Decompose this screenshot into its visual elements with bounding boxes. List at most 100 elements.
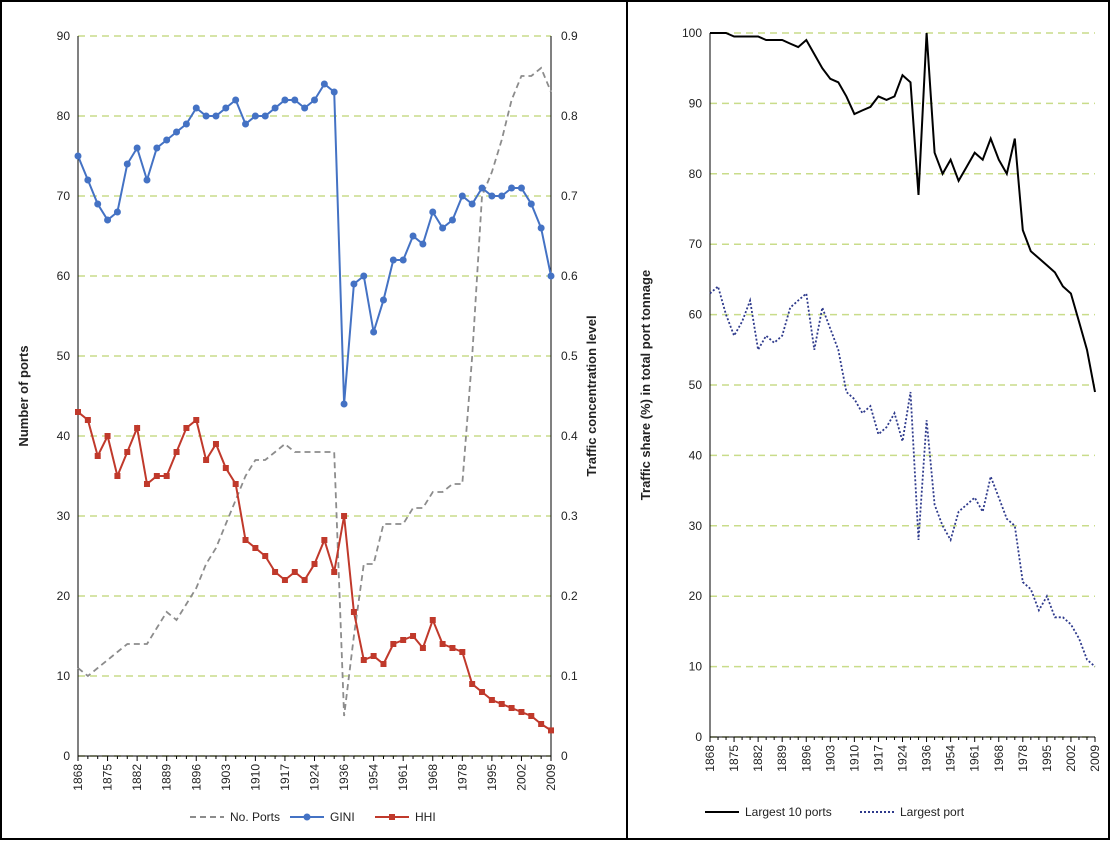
legend-label: GINI [330, 810, 355, 824]
point [232, 481, 239, 487]
point [488, 697, 495, 703]
point [389, 256, 397, 264]
y2-tick-label: 0 [561, 749, 568, 763]
point [419, 645, 426, 651]
point [409, 232, 417, 240]
point [143, 176, 151, 184]
point [517, 184, 525, 192]
point [163, 136, 171, 144]
x-tick-label: 1978 [1016, 745, 1030, 772]
y-tick-label: 40 [689, 448, 703, 462]
x-tick-label: 1961 [968, 745, 982, 772]
point [134, 425, 141, 431]
y2-tick-label: 0.5 [561, 349, 578, 363]
point [479, 689, 486, 695]
point [202, 112, 210, 120]
point [341, 513, 348, 519]
point [183, 425, 190, 431]
y-tick-label: 20 [57, 589, 71, 603]
x-tick-label: 1896 [189, 764, 203, 791]
point [271, 104, 279, 112]
point [291, 569, 298, 575]
point [212, 112, 220, 120]
point [242, 537, 249, 543]
point [301, 577, 308, 583]
point [527, 200, 535, 208]
point [291, 96, 299, 104]
y-axis-title: Number of ports [16, 345, 31, 446]
x-tick-label: 1924 [308, 764, 322, 791]
y2-tick-label: 0.2 [561, 589, 578, 603]
series-line [77, 66, 552, 717]
y-tick-label: 50 [57, 349, 71, 363]
y-tick-label: 60 [689, 308, 703, 322]
x-tick-label: 2009 [544, 764, 558, 791]
point [488, 192, 496, 200]
x-tick-label: 1961 [396, 764, 410, 791]
legend-label: No. Ports [230, 810, 280, 824]
y-tick-label: 100 [682, 26, 702, 40]
point [320, 80, 328, 88]
x-tick-label: 1882 [130, 764, 144, 791]
y-tick-label: 20 [689, 589, 703, 603]
y2-tick-label: 0.3 [561, 509, 578, 523]
point [114, 473, 121, 479]
y2-tick-label: 0.7 [561, 189, 578, 203]
point [528, 713, 535, 719]
y-tick-label: 30 [689, 519, 703, 533]
point [153, 473, 160, 479]
y-tick-label: 0 [695, 730, 702, 744]
legend-label: HHI [415, 810, 436, 824]
point [182, 120, 190, 128]
point [379, 296, 387, 304]
point [410, 633, 417, 639]
point [173, 449, 180, 455]
point [153, 144, 161, 152]
point [163, 473, 170, 479]
point [94, 200, 102, 208]
point [459, 649, 466, 655]
point [143, 481, 150, 487]
point [222, 104, 230, 112]
x-tick-label: 1868 [703, 745, 717, 772]
point [123, 160, 131, 168]
y-tick-label: 90 [689, 96, 703, 110]
point [242, 120, 250, 128]
x-tick-label: 1868 [71, 764, 85, 791]
x-tick-label: 2009 [1088, 745, 1102, 772]
x-tick-label: 1910 [847, 745, 861, 772]
point [547, 272, 555, 280]
point [468, 200, 476, 208]
point [133, 144, 141, 152]
x-tick-label: 1954 [944, 745, 958, 772]
point [94, 453, 101, 459]
y-tick-label: 50 [689, 378, 703, 392]
x-tick-label: 1910 [248, 764, 262, 791]
x-tick-label: 1896 [799, 745, 813, 772]
point [251, 112, 259, 120]
y-tick-label: 80 [57, 109, 71, 123]
point [281, 577, 288, 583]
point [340, 400, 348, 408]
point [350, 609, 357, 615]
x-tick-label: 1978 [455, 764, 469, 791]
x-tick-label: 1917 [278, 764, 292, 791]
x-tick-label: 1936 [920, 745, 934, 772]
y-tick-label: 80 [689, 167, 703, 181]
point [458, 192, 466, 200]
y2-tick-label: 0.1 [561, 669, 578, 683]
x-tick-label: 1875 [727, 745, 741, 772]
point [84, 176, 92, 184]
x-tick-label: 2002 [1064, 745, 1078, 772]
x-tick-label: 1924 [896, 745, 910, 772]
x-tick-label: 2002 [514, 764, 528, 791]
y-tick-label: 30 [57, 509, 71, 523]
point [212, 441, 219, 447]
point [360, 272, 368, 280]
point [469, 681, 476, 687]
point [429, 617, 436, 623]
point [75, 409, 81, 415]
point [331, 569, 338, 575]
point [203, 457, 210, 463]
series-line [77, 411, 552, 732]
